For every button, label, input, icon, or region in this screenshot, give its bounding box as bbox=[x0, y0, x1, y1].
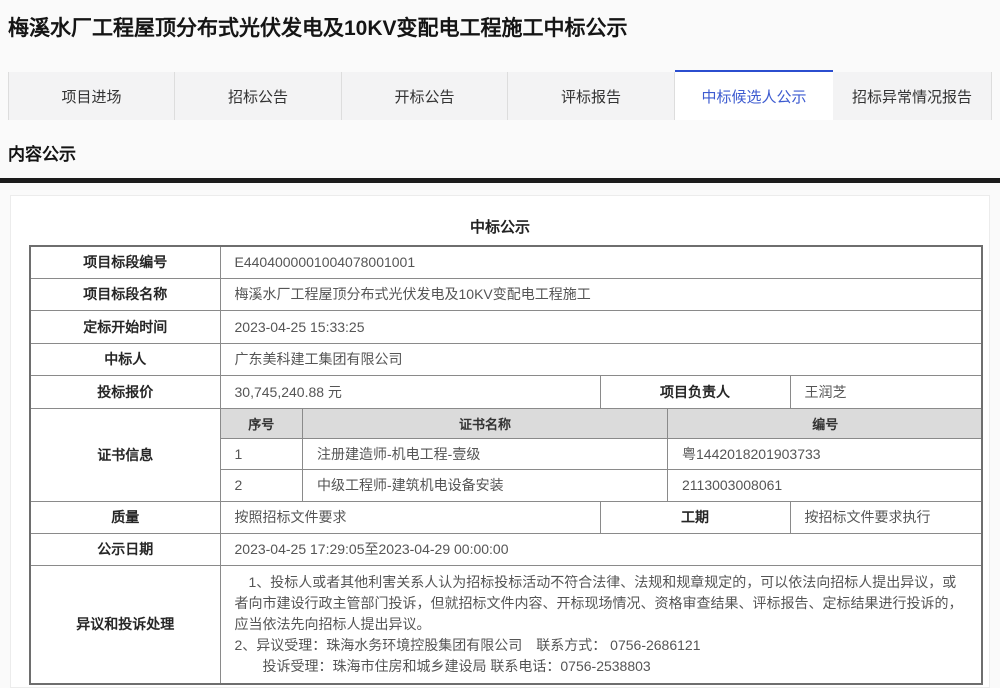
cert-name: 中级工程师-建筑机电设备安装 bbox=[302, 469, 668, 501]
field-label-duration: 工期 bbox=[599, 500, 791, 534]
field-value-winner: 广东美科建工集团有限公司 bbox=[219, 342, 983, 376]
field-label-bid-price: 投标报价 bbox=[29, 374, 221, 409]
cert-header-number: 编号 bbox=[667, 408, 983, 439]
tab-tender-announcement[interactable]: 招标公告 bbox=[175, 72, 342, 120]
cert-number: 2113003008061 bbox=[667, 469, 983, 501]
field-label-winner: 中标人 bbox=[29, 342, 221, 376]
table-row: 项目标段名称 梅溪水厂工程屋顶分布式光伏发电及10KV变配电工程施工 bbox=[29, 277, 983, 311]
announcement-caption: 中标公示 bbox=[469, 219, 530, 236]
field-label-objection: 异议和投诉处理 bbox=[29, 564, 221, 684]
tab-project-entry[interactable]: 项目进场 bbox=[8, 72, 175, 120]
tab-evaluation-report[interactable]: 评标报告 bbox=[508, 72, 675, 120]
tab-bid-opening-announcement[interactable]: 开标公告 bbox=[342, 72, 508, 120]
field-label-certificates: 证书信息 bbox=[29, 407, 221, 502]
announcement-table: 项目标段编号 E4404000001004078001001 项目标段名称 梅溪… bbox=[29, 245, 983, 685]
cert-index: 2 bbox=[220, 469, 303, 501]
field-label-project-section-name: 项目标段名称 bbox=[29, 277, 221, 311]
section-heading: 内容公示 bbox=[8, 145, 76, 164]
cert-header-index: 序号 bbox=[220, 408, 303, 439]
field-value-publicity-date: 2023-04-25 17:29:05至2023-04-29 00:00:00 bbox=[219, 532, 983, 566]
table-row: 2 中级工程师-建筑机电设备安装 2113003008061 bbox=[220, 469, 983, 501]
field-value-quality: 按照招标文件要求 bbox=[219, 500, 601, 534]
table-row: 序号 证书名称 编号 bbox=[220, 408, 983, 439]
field-value-objection: 1、投标人或者其他利害关系人认为招标投标活动不符合法律、法规和规章规定的，可以依… bbox=[219, 564, 983, 684]
table-row: 中标人 广东美科建工集团有限公司 bbox=[29, 342, 983, 376]
certificates-cell: 序号 证书名称 编号 1 注册建造师-机电工程-壹级 粤144201820190… bbox=[219, 407, 983, 502]
table-row: 定标开始时间 2023-04-25 15:33:25 bbox=[29, 309, 983, 344]
cert-name: 注册建造师-机电工程-壹级 bbox=[302, 438, 668, 470]
table-row: 项目标段编号 E4404000001004078001001 bbox=[29, 245, 983, 279]
field-label-publicity-date: 公示日期 bbox=[29, 532, 221, 566]
cert-index: 1 bbox=[220, 438, 303, 470]
objection-paragraph: 1、投标人或者其他利害关系人认为招标投标活动不符合法律、法规和规章规定的，可以依… bbox=[234, 573, 963, 632]
field-label-quality: 质量 bbox=[29, 500, 221, 534]
field-value-bid-price: 30,745,240.88 元 bbox=[219, 374, 601, 409]
field-value-project-section-name: 梅溪水厂工程屋顶分布式光伏发电及10KV变配电工程施工 bbox=[219, 277, 983, 311]
tab-bar: 项目进场 招标公告 开标公告 评标报告 中标候选人公示 招标异常情况报告 bbox=[8, 70, 992, 120]
content-panel: 中标公示 项目标段编号 E4404000001004078001001 项目标段… bbox=[10, 195, 990, 688]
certificates-table: 序号 证书名称 编号 1 注册建造师-机电工程-壹级 粤144201820190… bbox=[220, 408, 983, 501]
field-label-project-section-no: 项目标段编号 bbox=[29, 245, 221, 279]
cert-header-name: 证书名称 bbox=[302, 408, 668, 439]
section-divider bbox=[0, 178, 1000, 183]
table-row: 1 注册建造师-机电工程-壹级 粤1442018201903733 bbox=[220, 438, 983, 470]
objection-paragraph: 2、异议受理：珠海水务环境控股集团有限公司 联系方式： 0756-2686121 bbox=[234, 636, 701, 653]
table-row: 异议和投诉处理 1、投标人或者其他利害关系人认为招标投标活动不符合法律、法规和规… bbox=[29, 564, 983, 684]
field-value-duration: 按招标文件要求执行 bbox=[789, 500, 983, 534]
field-value-project-section-no: E4404000001004078001001 bbox=[219, 245, 983, 279]
field-label-decision-start-time: 定标开始时间 bbox=[29, 309, 221, 344]
field-value-project-manager: 王润芝 bbox=[789, 374, 983, 409]
field-label-project-manager: 项目负责人 bbox=[599, 374, 791, 409]
page-title: 梅溪水厂工程屋顶分布式光伏发电及10KV变配电工程施工中标公示 bbox=[8, 17, 628, 40]
objection-paragraph: 投诉受理：珠海市住房和城乡建设局 联系电话：0756-2538803 bbox=[262, 657, 651, 674]
table-row: 公示日期 2023-04-25 17:29:05至2023-04-29 00:0… bbox=[29, 532, 983, 566]
field-value-decision-start-time: 2023-04-25 15:33:25 bbox=[219, 309, 983, 344]
table-row: 投标报价 30,745,240.88 元 项目负责人 王润芝 bbox=[29, 374, 983, 409]
cert-number: 粤1442018201903733 bbox=[667, 438, 983, 470]
tab-tender-abnormality-report[interactable]: 招标异常情况报告 bbox=[833, 72, 992, 120]
table-row: 证书信息 序号 证书名称 编号 1 bbox=[29, 407, 983, 502]
tab-winning-candidate-publicity[interactable]: 中标候选人公示 bbox=[675, 70, 833, 120]
table-row: 质量 按照招标文件要求 工期 按招标文件要求执行 bbox=[29, 500, 983, 534]
